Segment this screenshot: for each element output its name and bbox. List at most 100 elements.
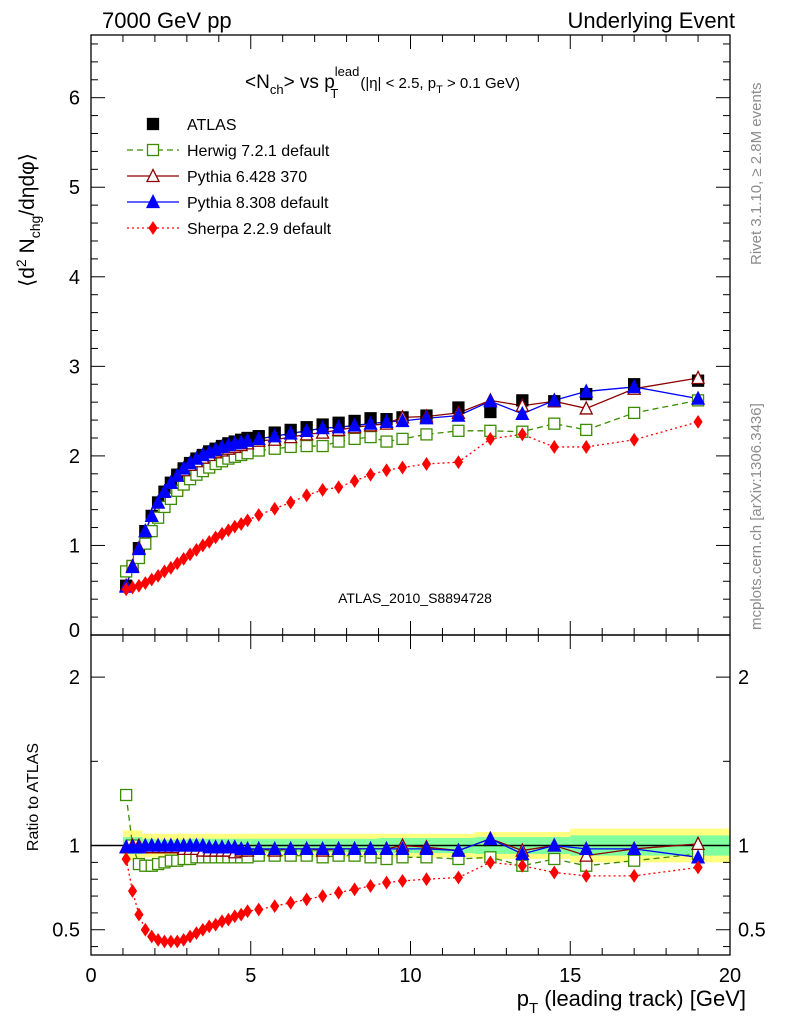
main-sherpa-point bbox=[191, 543, 202, 557]
rivet-side-label: Rivet 3.1.10, ≥ 2.8M events bbox=[748, 83, 765, 266]
main-pythia8-point bbox=[163, 474, 178, 489]
ratio-sherpa-point bbox=[166, 934, 176, 949]
main-sherpa-point bbox=[166, 560, 176, 575]
ylabel-part-b: N bbox=[16, 238, 39, 259]
ratio-pythia8-point bbox=[315, 840, 330, 856]
main-herwig-point bbox=[420, 428, 433, 441]
ratio-y-tick-label: 1 bbox=[69, 836, 80, 858]
y-tick-label: 2 bbox=[69, 446, 80, 468]
main-pythia6-line bbox=[125, 377, 699, 586]
ratio-sherpa-point bbox=[211, 917, 221, 932]
ratio-sherpa-point bbox=[254, 902, 264, 917]
main-sherpa-point bbox=[211, 530, 221, 545]
main-atlas-point bbox=[484, 405, 497, 419]
title-part-tail-end: > 0.1 GeV) bbox=[443, 75, 520, 92]
ylabel-part-c: /dηdφ⟩ bbox=[16, 153, 39, 216]
energy-label: 7000 GeV pp bbox=[102, 8, 232, 33]
y-tick-label: 4 bbox=[69, 267, 80, 289]
ratio-pythia8-point bbox=[251, 840, 266, 856]
main-herwig-point bbox=[628, 406, 641, 420]
ratio-sherpa-point bbox=[127, 884, 138, 898]
main-sherpa-point bbox=[198, 538, 208, 553]
legend-herwig-label: Herwig 7.2.1 default bbox=[187, 143, 330, 160]
ratio-sherpa-point bbox=[581, 868, 591, 883]
ratio-pythia8-point bbox=[547, 837, 562, 852]
legend-pythia8-marker bbox=[145, 194, 161, 209]
main-pythia8-point bbox=[379, 413, 394, 429]
main-sherpa-point bbox=[153, 568, 163, 583]
legend-pythia6-marker bbox=[145, 168, 161, 183]
ratio-pythia8-point bbox=[627, 840, 642, 856]
main-pythia8-point bbox=[547, 392, 562, 407]
ratio-sherpa-point bbox=[485, 855, 495, 870]
main-sherpa-point bbox=[147, 572, 157, 587]
main-sherpa-point bbox=[517, 427, 527, 442]
ratio-sherpa-point bbox=[223, 912, 233, 927]
main-herwig-point bbox=[348, 432, 361, 446]
main-sherpa-point bbox=[334, 480, 344, 495]
ratio-sherpa-line bbox=[125, 858, 699, 943]
ratio-sherpa-point bbox=[549, 865, 559, 880]
ratio-y-tick-label-right: 0.5 bbox=[738, 920, 766, 942]
main-pythia8-point bbox=[299, 422, 314, 437]
title-part-mid: > vs p bbox=[284, 72, 335, 93]
main-sherpa-point bbox=[179, 551, 189, 566]
main-pythia8-point bbox=[451, 407, 466, 422]
main-sherpa-point bbox=[453, 455, 464, 470]
main-pythia8-point bbox=[419, 410, 434, 425]
legend-pythia6-label: Pythia 6.428 370 bbox=[187, 169, 307, 186]
main-herwig-point bbox=[171, 484, 184, 497]
main-sherpa-point bbox=[549, 440, 559, 454]
main-pythia8-point bbox=[331, 419, 346, 434]
ratio-sherpa-point bbox=[147, 929, 157, 944]
ratio-sherpa-point bbox=[191, 926, 202, 941]
main-herwig-point bbox=[396, 432, 409, 446]
main-sherpa-point bbox=[381, 463, 392, 478]
main-pythia8-point bbox=[579, 383, 594, 398]
mcplots-side-label: mcplots.cern.ch [arXiv:1306.3436] bbox=[748, 403, 765, 630]
x-axis-label: pT (leading track) [GeV] bbox=[517, 986, 746, 1017]
xlabel-part-b: (leading track) [GeV] bbox=[538, 986, 746, 1011]
ratio-pythia8-point bbox=[483, 830, 498, 845]
ratio-herwig-point bbox=[628, 854, 641, 867]
ratio-sherpa-point bbox=[349, 882, 360, 897]
main-herwig-point bbox=[380, 435, 393, 448]
analysis-watermark: ATLAS_2010_S8894728 bbox=[338, 590, 492, 606]
main-herwig-point bbox=[548, 417, 561, 430]
main-pythia8-point bbox=[483, 393, 498, 408]
ratio-sherpa-point bbox=[318, 889, 328, 903]
title-part-tail-sub: T bbox=[436, 84, 443, 96]
process-label: Underlying Event bbox=[567, 8, 735, 33]
ratio-y-tick-label-right: 1 bbox=[738, 836, 749, 858]
main-pythia8-point bbox=[151, 494, 166, 509]
ratio-herwig-point bbox=[119, 788, 133, 802]
main-sherpa-point bbox=[217, 526, 227, 541]
main-sherpa-point bbox=[421, 457, 432, 471]
ratio-pythia6-point bbox=[579, 847, 594, 862]
ratio-sherpa-point bbox=[153, 932, 163, 947]
ratio-pythia8-point bbox=[240, 840, 255, 856]
ratio-sherpa-point bbox=[121, 852, 131, 866]
ratio-sherpa-point bbox=[381, 875, 392, 890]
main-herwig-point bbox=[300, 439, 313, 453]
axes: 0 5 10 15 20 0 1 2 3 4 5 6 0.5 0.5 1 1 2 2 bbox=[52, 34, 766, 987]
ylabel-part-b-sub: chg bbox=[27, 216, 43, 239]
ratio-sherpa-point bbox=[198, 922, 208, 937]
title-part-mid-sup: lead bbox=[335, 64, 360, 79]
main-sherpa-point bbox=[693, 414, 703, 429]
main-sherpa-point bbox=[172, 556, 182, 571]
ratio-sherpa-point bbox=[270, 899, 280, 914]
y-axis-label-main: ⟨d2 Nchg/dηdφ⟩ bbox=[13, 153, 43, 287]
ratio-pythia8-point bbox=[451, 842, 466, 857]
ratio-sherpa-point bbox=[159, 934, 170, 949]
main-sherpa-point bbox=[349, 474, 360, 488]
x-tick-label: 15 bbox=[559, 965, 581, 987]
ratio-pythia8-point bbox=[379, 840, 394, 856]
main-pythia8-point bbox=[138, 523, 153, 538]
ratio-herwig-point bbox=[380, 852, 393, 866]
main-herwig-point bbox=[452, 424, 465, 437]
main-sherpa-point bbox=[485, 431, 495, 446]
main-herwig-point bbox=[332, 435, 345, 448]
main-sherpa-point bbox=[242, 513, 253, 528]
main-pythia8-point bbox=[125, 558, 140, 574]
